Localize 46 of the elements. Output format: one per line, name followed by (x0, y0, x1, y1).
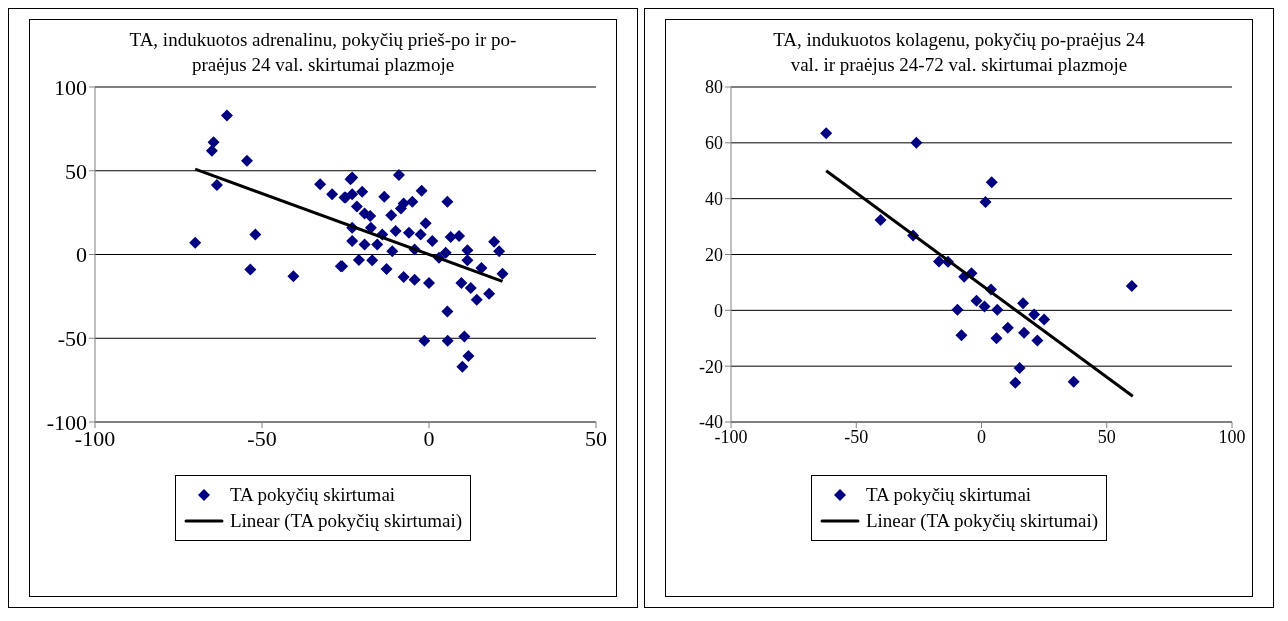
y-tick-label: 50 (65, 158, 87, 184)
point (1013, 362, 1026, 375)
point (970, 295, 983, 308)
point (1067, 376, 1080, 389)
point (874, 214, 887, 227)
legend-label: Linear (TA pokyčių skirtumai) (229, 510, 463, 533)
x-tick-label: 50 (585, 425, 607, 451)
chart-title: TA, indukuotos kolagenu, pokyčių po-praėjus 24 val. ir praėjus 24-72 val. skirtumai plazmoje (772, 28, 1146, 77)
point (932, 255, 945, 268)
point (1009, 377, 1022, 390)
point (985, 176, 998, 189)
legend-label: Linear (TA pokyčių skirtumai) (865, 510, 1099, 533)
x-tick-label: -50 (247, 425, 277, 451)
x-tick-label: 100 (1218, 427, 1246, 448)
y-tick-label: -20 (699, 356, 723, 377)
y-tick-label: -50 (57, 326, 87, 352)
legend-label: TA pokyčių skirtumai (229, 484, 396, 507)
y-tick-label: 40 (705, 189, 723, 210)
point (1017, 297, 1030, 310)
chart-title: TA, indukuotos adrenalinu, pokyčių prieš-po ir po-praėjus 24 val. skirtumai plazmoje (128, 28, 518, 77)
point (820, 127, 833, 140)
point (1038, 313, 1051, 326)
point (955, 329, 968, 342)
x-tick-label: -50 (844, 427, 869, 448)
x-tick-label: 50 (1097, 427, 1116, 448)
point (990, 332, 1003, 345)
point (1031, 334, 1044, 347)
x-tick-label: 0 (423, 425, 435, 451)
y-tick-label: 80 (705, 77, 723, 98)
point (978, 300, 991, 313)
y-tick-label: -40 (699, 412, 723, 433)
point (991, 304, 1004, 317)
legend-label: TA pokyčių skirtumai (865, 484, 1032, 507)
point (979, 196, 992, 209)
y-tick-label: 20 (705, 245, 723, 266)
point (1018, 327, 1031, 340)
point (1028, 308, 1041, 321)
point (910, 137, 923, 150)
y-tick-label: 60 (705, 133, 723, 154)
y-tick-label: 100 (54, 75, 87, 101)
point (1001, 322, 1014, 335)
point (951, 304, 964, 317)
y-tick-label: 0 (76, 242, 87, 268)
x-tick-label: 0 (977, 427, 986, 448)
y-tick-label: 0 (714, 301, 723, 322)
point (1125, 280, 1138, 293)
